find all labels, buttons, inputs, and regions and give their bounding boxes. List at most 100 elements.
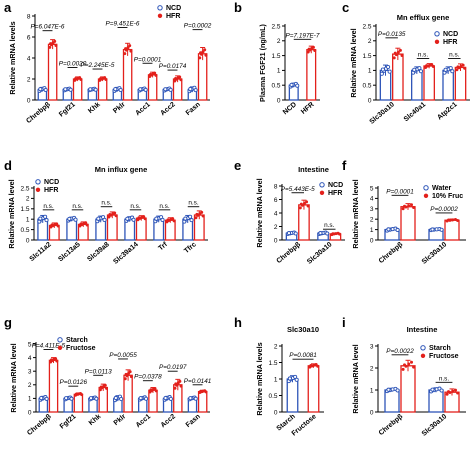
data-point — [400, 54, 404, 58]
data-point — [67, 216, 72, 221]
y-axis-label: Relative mRNA levels — [8, 21, 17, 94]
data-point — [199, 51, 203, 55]
x-tick-label: Acc1 — [134, 101, 151, 117]
x-tick-label: Chrebpβ — [25, 101, 52, 125]
data-point — [417, 66, 422, 71]
data-point — [379, 71, 384, 76]
data-point — [193, 396, 198, 401]
y-axis-label: Relative mRNA level — [255, 178, 264, 247]
data-point — [55, 359, 59, 363]
y-tick-label: 1.5 — [20, 206, 29, 213]
y-tick-label: 0 — [370, 237, 374, 244]
x-tick-label: Tfrc — [183, 241, 198, 255]
data-point — [403, 204, 406, 208]
data-point — [166, 218, 170, 222]
bar — [442, 69, 454, 101]
legend-label: Fructose — [429, 353, 459, 360]
p-value-label: n.s. — [101, 200, 112, 207]
data-point — [198, 56, 202, 60]
p-value-label: n.s. — [418, 52, 429, 59]
data-point — [84, 221, 88, 225]
y-tick-label: 3 — [28, 369, 32, 376]
panel-title: Intestine — [298, 165, 329, 174]
p-value-label: P=0.0113 — [85, 368, 113, 375]
data-point — [126, 46, 130, 50]
data-point — [463, 66, 467, 70]
data-point — [203, 48, 207, 52]
legend-label: NCD — [44, 179, 59, 186]
y-tick-label: 0 — [27, 97, 31, 104]
data-point — [387, 69, 392, 74]
data-point — [153, 71, 157, 75]
data-point — [131, 217, 136, 222]
data-point — [395, 388, 400, 393]
x-tick-label: HFR — [300, 101, 316, 116]
data-point — [43, 87, 48, 93]
y-tick-label: 2.5 — [271, 23, 280, 30]
p-value-label: P=6.047E-6 — [31, 24, 65, 31]
data-point — [160, 217, 165, 222]
p-value-label: P=0.0126 — [60, 379, 88, 386]
data-point — [295, 83, 300, 88]
data-point — [410, 360, 413, 364]
data-point — [188, 214, 193, 219]
bar — [423, 65, 435, 101]
x-tick-label: Fgf21 — [59, 413, 78, 430]
data-point — [171, 217, 175, 221]
p-value-label: n.s. — [72, 203, 83, 210]
x-tick-label: Slc40a1 — [403, 101, 428, 123]
data-point — [69, 396, 74, 401]
data-point — [456, 219, 460, 223]
data-point — [174, 382, 178, 386]
y-tick-label: 1 — [277, 68, 281, 75]
data-point — [306, 204, 310, 208]
panel-letter: f — [342, 158, 347, 173]
panel-letter: e — [234, 158, 241, 173]
y-tick-label: 1 — [26, 217, 30, 224]
data-point — [425, 64, 429, 68]
p-value-label: P=7.197E-7 — [286, 32, 320, 39]
data-point — [85, 223, 89, 227]
legend-marker — [319, 190, 325, 195]
x-tick-label: NCD — [282, 101, 298, 116]
data-point — [74, 77, 78, 81]
data-point — [204, 390, 208, 394]
data-point — [286, 231, 292, 236]
data-point — [410, 203, 413, 207]
data-point — [396, 50, 400, 54]
y-tick-label: 4 — [27, 55, 31, 62]
legend-label: Water — [432, 185, 451, 192]
data-point — [154, 73, 158, 77]
x-tick-label: Khk — [87, 101, 102, 115]
data-point — [99, 385, 103, 389]
data-point — [305, 200, 309, 204]
data-point — [114, 214, 118, 218]
p-value-label: P=0.0002 — [184, 23, 212, 30]
bar — [106, 214, 118, 241]
data-point — [407, 362, 411, 366]
data-point — [103, 383, 107, 387]
legend-marker — [157, 13, 163, 18]
p-value-label: n.s. — [159, 203, 170, 210]
x-tick-label: Fasn — [185, 413, 202, 429]
x-tick-label: Acc1 — [135, 413, 152, 429]
legend-marker — [57, 337, 63, 343]
legend-label: HFR — [44, 187, 58, 194]
legend-marker — [434, 31, 440, 37]
bar — [123, 374, 133, 413]
data-point — [113, 395, 118, 401]
y-tick-label: 1 — [368, 68, 372, 75]
data-point — [39, 396, 44, 401]
y-tick-label: 0.5 — [268, 393, 277, 400]
data-point — [443, 67, 448, 72]
bar — [400, 206, 416, 241]
data-point — [107, 215, 111, 219]
data-point — [316, 364, 320, 368]
legend-label: NCD — [443, 31, 458, 38]
data-point — [138, 396, 143, 401]
legend-label: Starch — [66, 337, 88, 344]
y-tick-label: 3 — [370, 206, 374, 213]
data-point — [403, 363, 406, 367]
bar — [197, 390, 208, 413]
